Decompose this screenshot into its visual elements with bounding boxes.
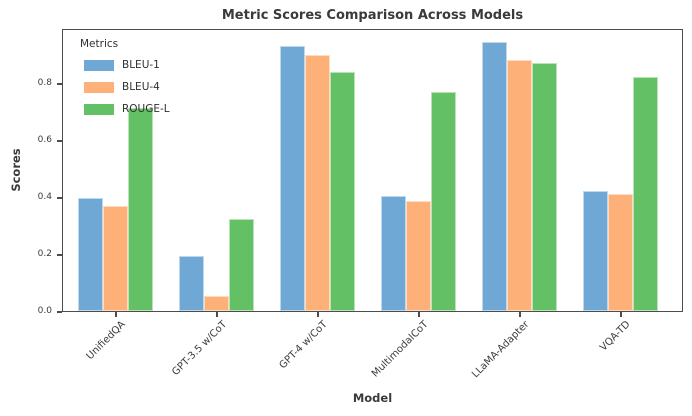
legend-swatch-bleu-4: [84, 81, 114, 93]
y-tick-label: 0.0: [37, 306, 52, 316]
bar-rouge-l-gpt-4-w-cot: [330, 71, 355, 311]
chart-title: Metric Scores Comparison Across Models: [221, 8, 524, 23]
legend-item-rouge-l: ROUGE-L: [80, 98, 170, 120]
x-tick-label: MultimodalCoT: [370, 319, 431, 380]
legend-label: ROUGE-L: [122, 103, 170, 115]
x-tick-mark: [115, 312, 117, 317]
x-tick-mark: [620, 312, 622, 317]
bar-rouge-l-multimodalcot: [431, 91, 456, 311]
y-tick-label: 0.8: [37, 78, 52, 88]
legend-item-bleu-4: BLEU-4: [80, 76, 170, 98]
bar-rouge-l-vqa-td: [633, 77, 658, 311]
bar-bleu-1-vqa-td: [583, 191, 608, 311]
bar-bleu-1-llama-adapter: [482, 41, 507, 311]
x-tick-label: LLaMA-Adapter: [470, 319, 532, 381]
x-tick-mark: [216, 312, 218, 317]
legend-title: Metrics: [80, 38, 119, 50]
bar-bleu-1-gpt-4-w-cot: [280, 45, 305, 311]
bar-bleu-1-gpt-3-5-w-cot: [179, 256, 204, 311]
x-tick-label: GPT-4 w/CoT: [277, 319, 330, 372]
bar-bleu-4-gpt-4-w-cot: [305, 54, 330, 311]
x-tick-label: GPT-3.5 w/CoT: [169, 319, 229, 378]
y-axis-label: Scores: [9, 148, 23, 192]
x-tick-mark: [418, 312, 420, 317]
y-tick-mark: [56, 311, 62, 313]
x-tick-label: UnifiedQA: [84, 319, 128, 363]
y-tick-mark: [56, 254, 62, 256]
bar-bleu-4-gpt-3-5-w-cot: [204, 296, 229, 311]
bar-rouge-l-gpt-3-5-w-cot: [229, 218, 254, 311]
y-tick-mark: [56, 197, 62, 199]
y-tick-label: 0.4: [37, 192, 52, 202]
x-tick-mark: [519, 312, 521, 317]
y-tick-label: 0.2: [37, 249, 52, 259]
legend-label: BLEU-1: [122, 59, 160, 71]
bar-bleu-4-llama-adapter: [507, 60, 532, 311]
bar-bleu-4-unifiedqa: [103, 205, 128, 311]
legend: Metrics BLEU-1 BLEU-4 ROUGE-L: [80, 38, 170, 120]
y-tick-mark: [56, 140, 62, 142]
bar-rouge-l-unifiedqa: [128, 107, 153, 311]
bar-bleu-4-vqa-td: [608, 194, 633, 311]
bar-bleu-1-multimodalcot: [381, 195, 406, 311]
legend-items: BLEU-1 BLEU-4 ROUGE-L: [80, 54, 170, 120]
legend-swatch-bleu-1: [84, 59, 114, 71]
legend-label: BLEU-4: [122, 81, 160, 93]
x-axis-label: Model: [352, 391, 393, 405]
x-tick-mark: [317, 312, 319, 317]
y-tick-mark: [56, 83, 62, 85]
bar-bleu-4-multimodalcot: [406, 201, 431, 311]
x-tick-label: VQA-TD: [598, 319, 633, 354]
plot-area: Metrics BLEU-1 BLEU-4 ROUGE-L: [62, 29, 683, 312]
legend-swatch-rouge-l: [84, 103, 114, 115]
bar-rouge-l-llama-adapter: [532, 63, 557, 311]
bar-bleu-1-unifiedqa: [78, 197, 103, 311]
y-tick-label: 0.6: [37, 135, 52, 145]
legend-item-bleu-1: BLEU-1: [80, 54, 170, 76]
